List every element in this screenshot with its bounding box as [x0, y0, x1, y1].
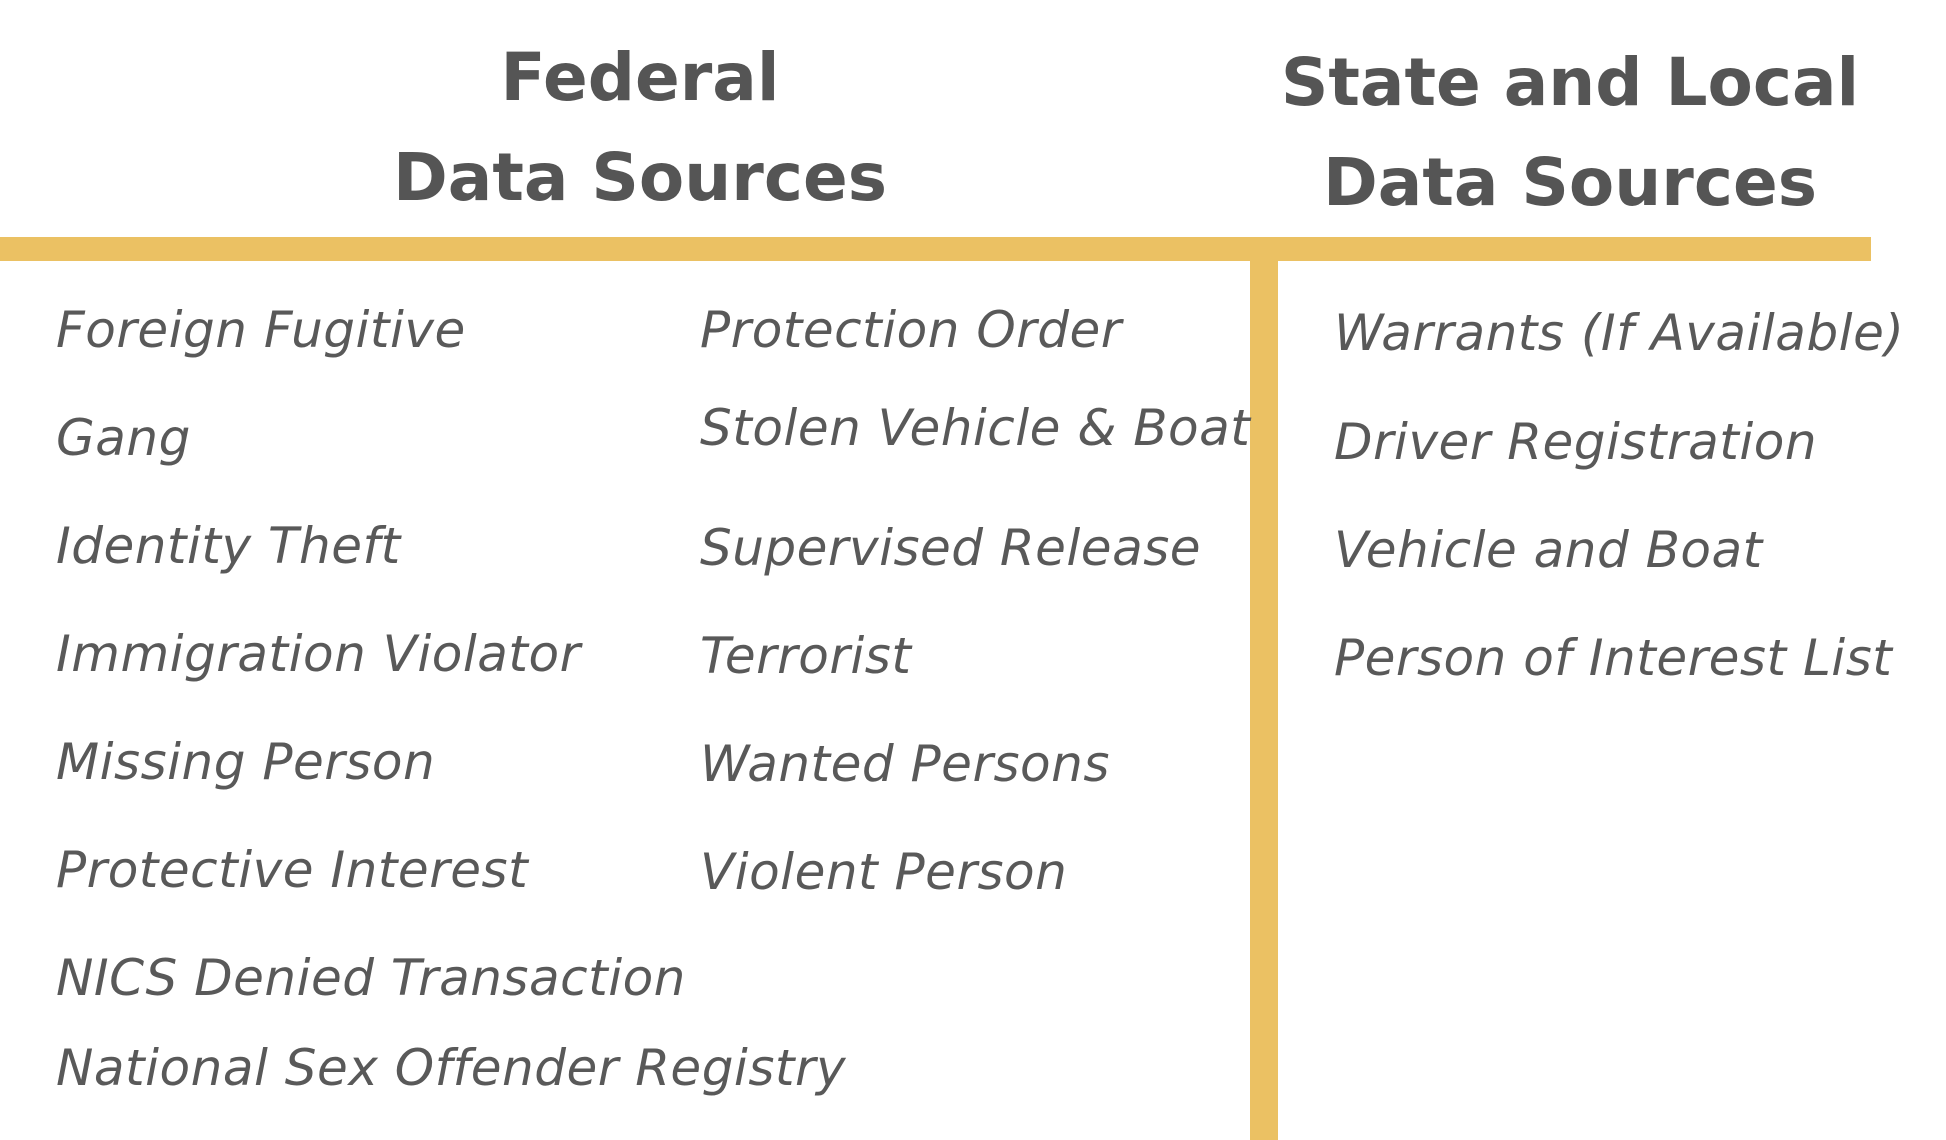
federal-heading-line-2: Data Sources — [393, 139, 887, 216]
federal-heading: Federal Data Sources — [340, 28, 940, 228]
federal-item: Protective Interest — [56, 841, 529, 899]
federal-heading-line-1: Federal — [500, 39, 780, 116]
state-local-heading: State and Local Data Sources — [1250, 33, 1890, 233]
state-heading-line-1: State and Local — [1280, 44, 1860, 121]
federal-item: National Sex Offender Registry — [56, 1039, 847, 1097]
state-local-item: Driver Registration — [1334, 413, 1818, 471]
federal-item: Missing Person — [56, 733, 436, 791]
state-heading-line-2: Data Sources — [1323, 144, 1817, 221]
vertical-divider — [1250, 261, 1278, 1140]
federal-item: Gang — [56, 409, 191, 467]
federal-item: Supervised Release — [700, 519, 1202, 577]
federal-item: Violent Person — [700, 843, 1068, 901]
federal-item: Terrorist — [700, 627, 912, 685]
federal-item: Foreign Fugitive — [56, 301, 466, 359]
state-local-item: Person of Interest List — [1334, 629, 1893, 687]
federal-item: NICS Denied Transaction — [56, 949, 686, 1007]
federal-item: Identity Theft — [56, 517, 401, 575]
federal-item: Protection Order — [700, 301, 1122, 359]
state-local-item: Warrants (If Available) — [1334, 304, 1905, 362]
horizontal-divider — [0, 237, 1871, 261]
state-local-item: Vehicle and Boat — [1334, 521, 1763, 579]
federal-item: Stolen Vehicle & Boat — [700, 399, 1251, 457]
federal-item: Wanted Persons — [700, 735, 1110, 793]
federal-item: Immigration Violator — [56, 625, 581, 683]
